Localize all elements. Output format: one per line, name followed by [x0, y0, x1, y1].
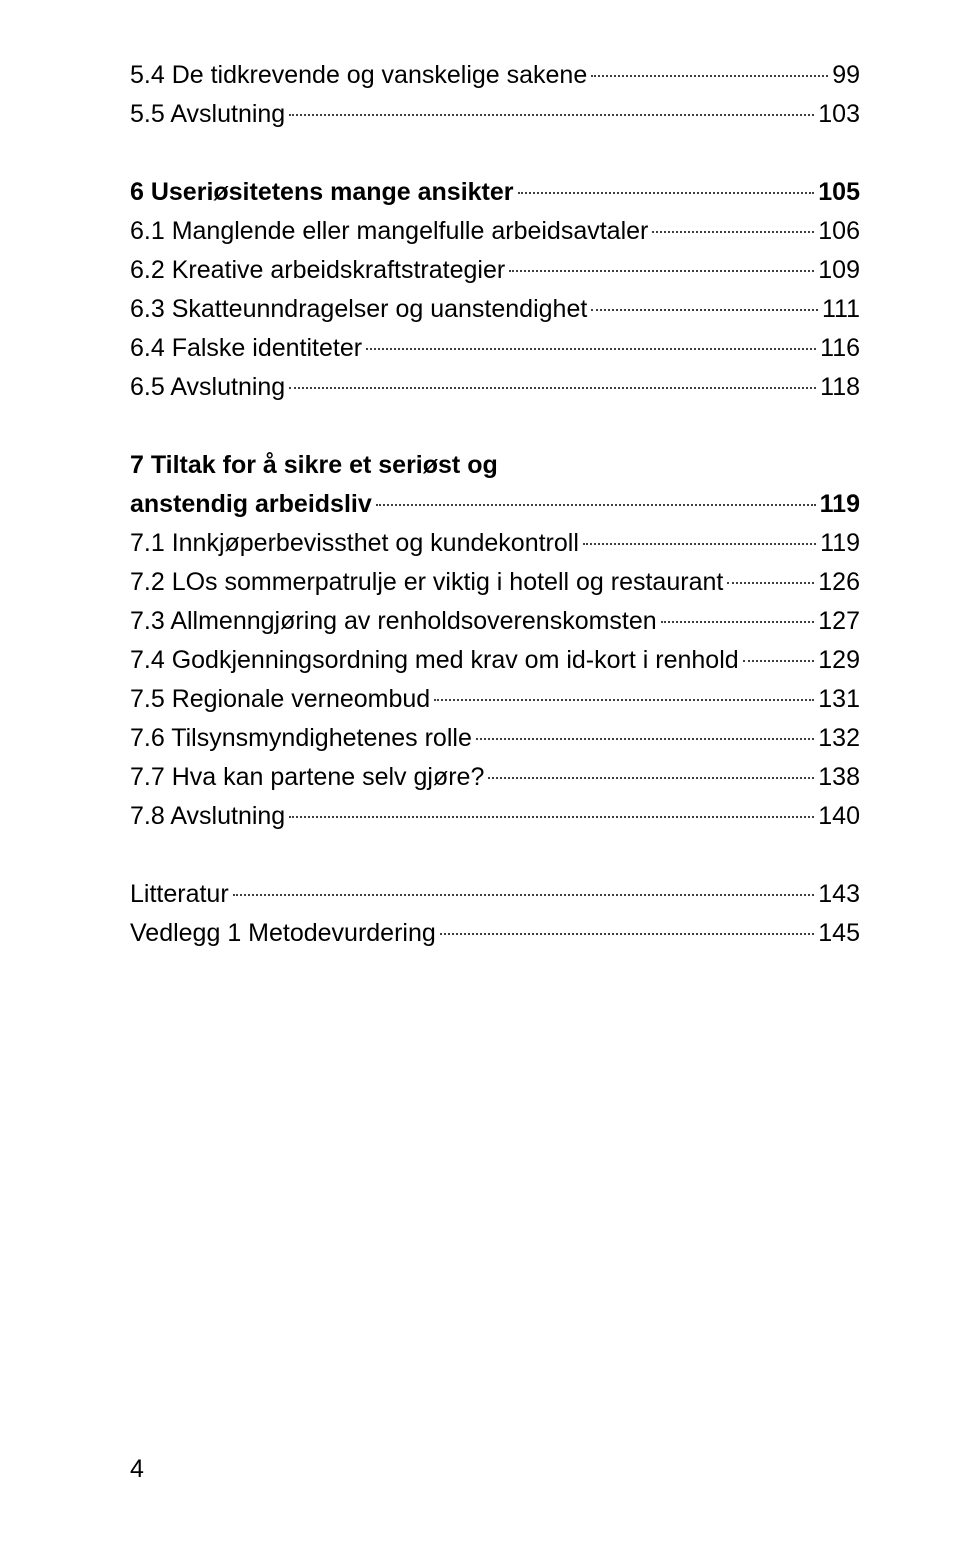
toc-label: 7.4 Godkjenningsordning med krav om id-k…: [130, 641, 739, 680]
toc-leader-dots: [743, 660, 815, 662]
toc-label: 6.5 Avslutning: [130, 368, 285, 407]
toc-leader-dots: [583, 543, 816, 545]
toc-leader-dots: [376, 504, 816, 506]
toc-leader-dots: [440, 933, 815, 935]
toc-page-number: 132: [818, 719, 860, 758]
toc-entry: 6.2 Kreative arbeidskraftstrategier 109: [130, 251, 860, 290]
toc-page-number: 119: [820, 485, 860, 524]
toc-page-number: 118: [820, 368, 860, 407]
toc-label: 7.1 Innkjøperbevissthet og kundekontroll: [130, 524, 579, 563]
toc-page-number: 116: [820, 329, 860, 368]
toc-page-number: 131: [818, 680, 860, 719]
page-root: 5.4 De tidkrevende og vanskelige sakene 9…: [0, 0, 960, 1544]
toc-leader-dots: [289, 114, 814, 116]
toc-entry: 5.4 De tidkrevende og vanskelige sakene 9…: [130, 56, 860, 95]
toc-page-number: 119: [820, 524, 860, 563]
toc-leader-dots: [488, 777, 814, 779]
toc-label: 6.1 Manglende eller mangelfulle arbeidsa…: [130, 212, 648, 251]
toc-entry: Vedlegg 1 Metodevurdering 145: [130, 914, 860, 953]
toc-entry: 7.3 Allmenngjøring av renholdsoverenskom…: [130, 602, 860, 641]
toc-label: 6.4 Falske identiteter: [130, 329, 362, 368]
toc-leader-dots: [289, 387, 816, 389]
toc-leader-dots: [661, 621, 815, 623]
toc-spacer: [130, 407, 860, 446]
toc-label: 7.7 Hva kan partene selv gjøre?: [130, 758, 484, 797]
toc-entry: Litteratur 143: [130, 875, 860, 914]
toc-leader-dots: [509, 270, 814, 272]
toc-page-number: 106: [818, 212, 860, 251]
toc-leader-dots: [233, 894, 815, 896]
toc-label: 7.5 Regionale verneombud: [130, 680, 430, 719]
toc-page-number: 127: [818, 602, 860, 641]
toc-label: 6 Useriøsitetens mange ansikter: [130, 173, 514, 212]
table-of-contents: 5.4 De tidkrevende og vanskelige sakene 9…: [130, 56, 860, 953]
toc-page-number: 129: [818, 641, 860, 680]
toc-leader-dots: [652, 231, 814, 233]
toc-entry: 6 Useriøsitetens mange ansikter 105: [130, 173, 860, 212]
toc-entry-line1: 7 Tiltak for å sikre et seriøst og: [130, 446, 860, 485]
toc-label: Vedlegg 1 Metodevurdering: [130, 914, 436, 953]
toc-entry: 7.4 Godkjenningsordning med krav om id-k…: [130, 641, 860, 680]
toc-label: 5.4 De tidkrevende og vanskelige sakene: [130, 56, 587, 95]
toc-page-number: 138: [818, 758, 860, 797]
toc-entry: 7.7 Hva kan partene selv gjøre? 138: [130, 758, 860, 797]
footer-page-number: 4: [130, 1455, 144, 1484]
toc-label: 7 Tiltak for å sikre et seriøst og: [130, 451, 498, 479]
toc-entry: 7.6 Tilsynsmyndighetenes rolle 132: [130, 719, 860, 758]
toc-label: 7.6 Tilsynsmyndighetenes rolle: [130, 719, 472, 758]
toc-entry: 7.2 LOs sommerpatrulje er viktig i hotel…: [130, 563, 860, 602]
toc-page-number: 145: [818, 914, 860, 953]
toc-page-number: 111: [822, 290, 860, 329]
toc-leader-dots: [476, 738, 814, 740]
toc-leader-dots: [434, 699, 814, 701]
toc-entry: anstendig arbeidsliv 119: [130, 485, 860, 524]
toc-page-number: 140: [818, 797, 860, 836]
toc-entry: 6.1 Manglende eller mangelfulle arbeidsa…: [130, 212, 860, 251]
toc-entry: 6.3 Skatteunndragelser og uanstendighet 1…: [130, 290, 860, 329]
toc-entry: 6.5 Avslutning 118: [130, 368, 860, 407]
toc-leader-dots: [727, 582, 814, 584]
toc-leader-dots: [289, 816, 814, 818]
toc-label: 6.2 Kreative arbeidskraftstrategier: [130, 251, 505, 290]
toc-leader-dots: [366, 348, 816, 350]
toc-entry: 6.4 Falske identiteter 116: [130, 329, 860, 368]
toc-page-number: 105: [818, 173, 860, 212]
toc-page-number: 109: [818, 251, 860, 290]
toc-spacer: [130, 134, 860, 173]
toc-label: 7.8 Avslutning: [130, 797, 285, 836]
toc-label: 6.3 Skatteunndragelser og uanstendighet: [130, 290, 587, 329]
toc-label: 7.3 Allmenngjøring av renholdsoverenskom…: [130, 602, 657, 641]
toc-leader-dots: [591, 309, 818, 311]
toc-label: Litteratur: [130, 875, 229, 914]
toc-entry: 7.1 Innkjøperbevissthet og kundekontroll…: [130, 524, 860, 563]
toc-label: 7.2 LOs sommerpatrulje er viktig i hotel…: [130, 563, 723, 602]
toc-label: 5.5 Avslutning: [130, 95, 285, 134]
toc-page-number: 99: [832, 56, 860, 95]
toc-entry: 5.5 Avslutning 103: [130, 95, 860, 134]
toc-page-number: 103: [818, 95, 860, 134]
toc-page-number: 126: [818, 563, 860, 602]
toc-entry: 7.5 Regionale verneombud 131: [130, 680, 860, 719]
toc-entry: 7.8 Avslutning 140: [130, 797, 860, 836]
toc-leader-dots: [518, 192, 815, 194]
toc-leader-dots: [591, 75, 828, 77]
toc-spacer: [130, 836, 860, 875]
toc-page-number: 143: [818, 875, 860, 914]
toc-label: anstendig arbeidsliv: [130, 485, 372, 524]
